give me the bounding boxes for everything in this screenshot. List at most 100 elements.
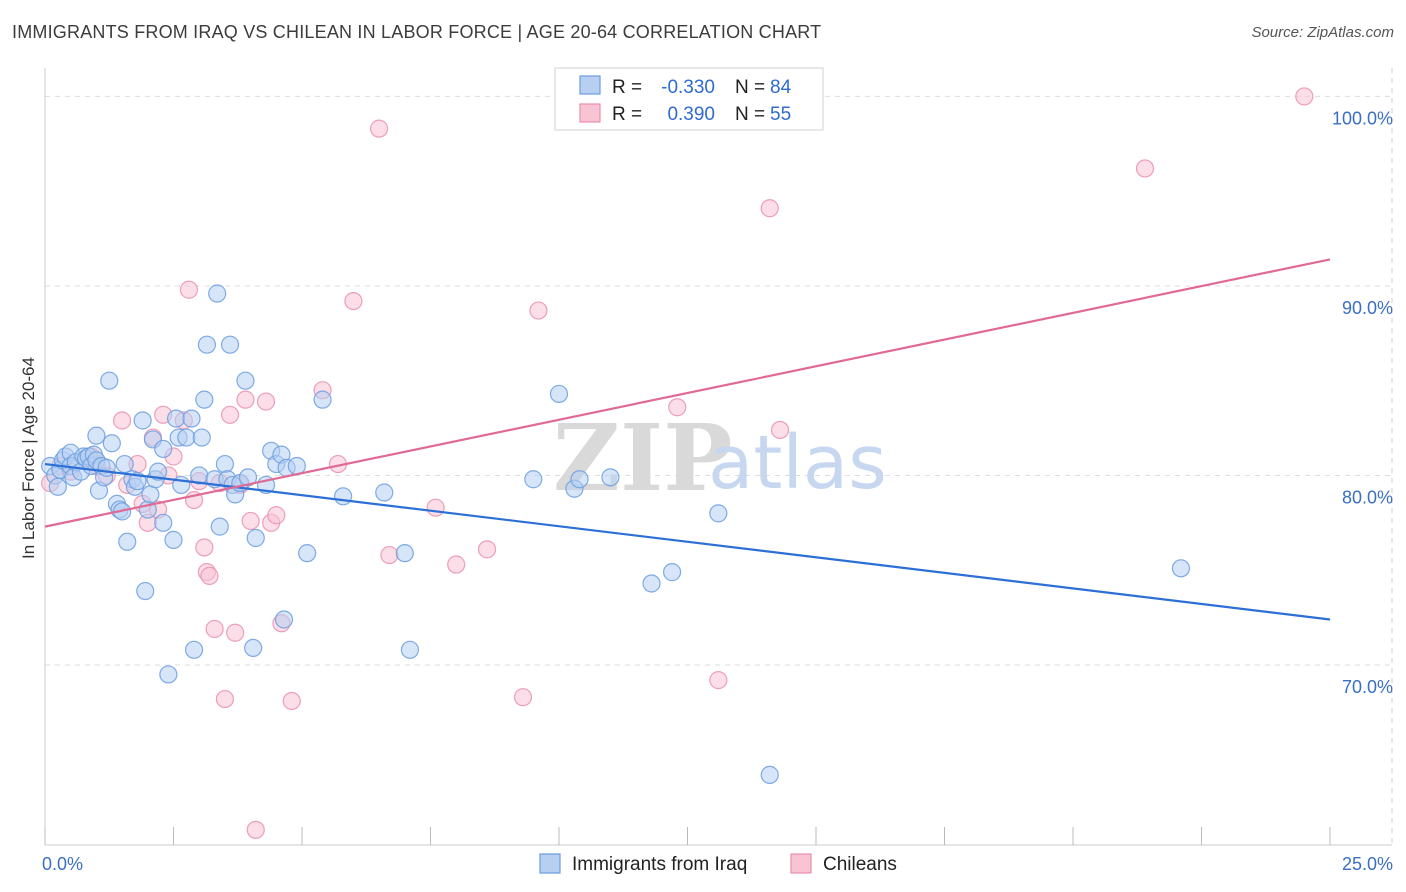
iraq-point — [48, 477, 67, 496]
chilean-point — [447, 555, 466, 574]
y-axis-title: In Labor Force | Age 20-64 — [19, 357, 38, 559]
iraq-point — [136, 581, 155, 601]
chilean-point — [256, 392, 276, 411]
series-legend-swatch-iraq — [539, 853, 561, 874]
axes — [44, 68, 1393, 846]
iraq-point — [195, 390, 214, 409]
chart-source: Source: ZipAtlas.com — [1251, 24, 1394, 41]
iraq-trend-line — [44, 462, 1331, 621]
iraq-point — [102, 434, 121, 453]
chilean-point — [241, 511, 260, 531]
trend-lines — [44, 258, 1331, 621]
legend-r-value-chileans: 0.390 — [667, 104, 715, 125]
chilean-point — [215, 689, 234, 709]
legend-r-value-iraq: -0.330 — [661, 77, 715, 98]
iraq-point — [164, 530, 183, 549]
series-legend-swatch-chileans — [790, 853, 812, 874]
legend-n-label-iraq: N = — [735, 77, 765, 98]
iraq-point — [184, 640, 204, 659]
iraq-point — [220, 335, 240, 354]
x-tick-label: 25.0% — [1342, 854, 1393, 874]
y-tick-label: 90.0% — [1342, 298, 1393, 318]
chilean-point — [426, 498, 445, 517]
iraq-point — [97, 458, 116, 477]
chilean-point — [112, 411, 132, 430]
legend-swatch-chileans — [579, 103, 601, 123]
iraq-point — [159, 665, 178, 684]
chilean-point — [226, 623, 245, 642]
chilean-point — [344, 292, 363, 311]
chilean-point — [513, 688, 533, 707]
chilean-point — [370, 119, 389, 138]
iraq-point — [197, 335, 217, 354]
y-tick-labels: 70.0% 80.0% 90.0% 100.0% — [1332, 108, 1393, 697]
watermark: ZIP atlas — [553, 404, 887, 512]
iraq-point — [662, 563, 682, 582]
y-tick-label: 70.0% — [1342, 677, 1393, 697]
chilean-point — [282, 691, 301, 711]
chilean-point — [205, 619, 224, 639]
legend-swatch-iraq — [579, 75, 601, 95]
legend-n-label-chileans: N = — [735, 104, 765, 125]
chilean-point — [380, 545, 399, 565]
iraq-point — [166, 409, 186, 428]
iraq-point — [298, 544, 317, 563]
iraq-point — [334, 487, 353, 506]
chilean-point — [179, 280, 199, 299]
iraq-point — [210, 517, 229, 536]
iraq-point — [760, 765, 779, 784]
correlation-legend: R = -0.330 N = 84 R = 0.390 N = 55 — [554, 67, 824, 131]
grid-lines — [45, 95, 1392, 666]
iraq-point — [133, 411, 152, 430]
chilean-point — [267, 506, 286, 525]
chilean-point — [477, 540, 497, 559]
chilean-point — [1295, 87, 1314, 106]
iraq-point — [154, 513, 173, 532]
iraq-point — [244, 638, 263, 658]
legend-n-value-chileans: 55 — [770, 104, 791, 125]
chilean-point — [668, 398, 687, 417]
series-legend-label-chileans: Chileans — [823, 854, 897, 875]
iraq-point — [549, 384, 569, 404]
chilean-trend-line — [44, 258, 1331, 528]
iraq-point — [642, 574, 661, 593]
chilean-point — [1135, 159, 1155, 178]
iraq-point — [524, 470, 543, 489]
x-tick-label: 0.0% — [42, 854, 83, 874]
iraq-point — [313, 390, 332, 409]
watermark-zip: ZIP — [553, 404, 732, 512]
y-tick-label: 100.0% — [1332, 108, 1393, 128]
iraq-point — [208, 284, 227, 303]
chilean-point — [220, 405, 240, 424]
iraq-point — [87, 426, 106, 445]
iraq-point — [118, 532, 137, 551]
legend-r-label-iraq: R = — [612, 77, 642, 98]
chilean-point — [236, 390, 255, 409]
iraq-point — [246, 528, 265, 548]
iraq-point — [115, 454, 134, 474]
series-legend: Immigrants from Iraq Chileans — [539, 853, 897, 875]
iraq-point — [192, 428, 211, 447]
iraq-point — [570, 470, 589, 489]
iraq-point — [148, 462, 168, 481]
legend-n-value-iraq: 84 — [770, 77, 792, 98]
iraq-point — [154, 439, 173, 459]
chilean-point — [770, 420, 790, 440]
iraq-point — [182, 409, 201, 428]
iraq-point — [1171, 559, 1191, 578]
chilean-point — [760, 199, 779, 218]
iraq-point — [100, 371, 119, 390]
iraq-point — [177, 428, 196, 447]
iraq-point — [274, 610, 294, 629]
iraq-point — [709, 504, 728, 523]
series-legend-label-iraq: Immigrants from Iraq — [572, 854, 747, 875]
iraq-point — [375, 483, 394, 502]
iraq-point — [236, 371, 255, 390]
iraq-point — [238, 468, 258, 487]
iraq-point — [141, 485, 160, 504]
chilean-point — [709, 671, 728, 690]
chilean-point — [529, 301, 548, 320]
iraq-points — [41, 284, 1191, 784]
iraq-point — [400, 640, 420, 659]
